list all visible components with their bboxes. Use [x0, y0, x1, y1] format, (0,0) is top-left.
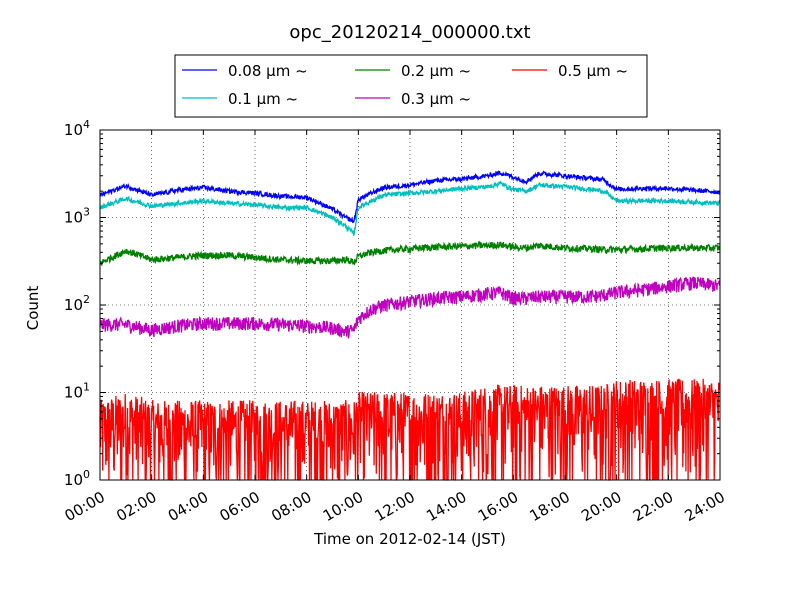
x-tick-label: 24:00 — [682, 488, 728, 525]
y-tick-label: 100 — [64, 468, 90, 489]
series-line — [99, 240, 721, 267]
legend-label: 0.1 μm ~ — [228, 90, 298, 108]
x-tick-label: 08:00 — [268, 488, 314, 525]
legend-label: 0.08 μm ~ — [228, 62, 308, 80]
legend-box — [174, 54, 648, 118]
series-line — [99, 276, 721, 339]
x-tick-label: 06:00 — [217, 488, 263, 525]
legend-label: 0.3 μm ~ — [401, 90, 471, 108]
series-line — [99, 169, 721, 224]
legend-label: 0.2 μm ~ — [401, 62, 471, 80]
x-tick-label: 00:00 — [62, 488, 108, 525]
x-tick-label: 10:00 — [320, 488, 366, 525]
x-tick-label: 22:00 — [630, 488, 676, 525]
x-tick-label: 14:00 — [423, 488, 469, 525]
series-line — [99, 378, 721, 481]
x-tick-label: 04:00 — [165, 488, 211, 525]
series-line — [99, 180, 721, 236]
y-tick-label: 101 — [64, 381, 90, 402]
y-tick-label: 103 — [64, 206, 90, 227]
series-lines — [99, 169, 721, 481]
x-tick-label: 12:00 — [372, 488, 418, 525]
legend: 0.08 μm ~ 0.1 μm ~ 0.2 μm ~ 0.3 μm ~ 0.5 μm … — [174, 54, 648, 118]
x-tick-label: 16:00 — [475, 488, 521, 525]
x-axis-label: Time on 2012-02-14 (JST) — [313, 530, 506, 548]
y-axis-label: Count — [24, 286, 42, 331]
chart-title: opc_20120214_000000.txt — [289, 22, 530, 43]
legend-label: 0.5 μm ~ — [558, 62, 628, 80]
x-tick-label: 18:00 — [527, 488, 573, 525]
x-tick-label: 20:00 — [578, 488, 624, 525]
x-tick-label: 02:00 — [113, 488, 159, 525]
y-tick-label: 104 — [64, 118, 90, 139]
y-tick-label: 102 — [64, 293, 90, 314]
